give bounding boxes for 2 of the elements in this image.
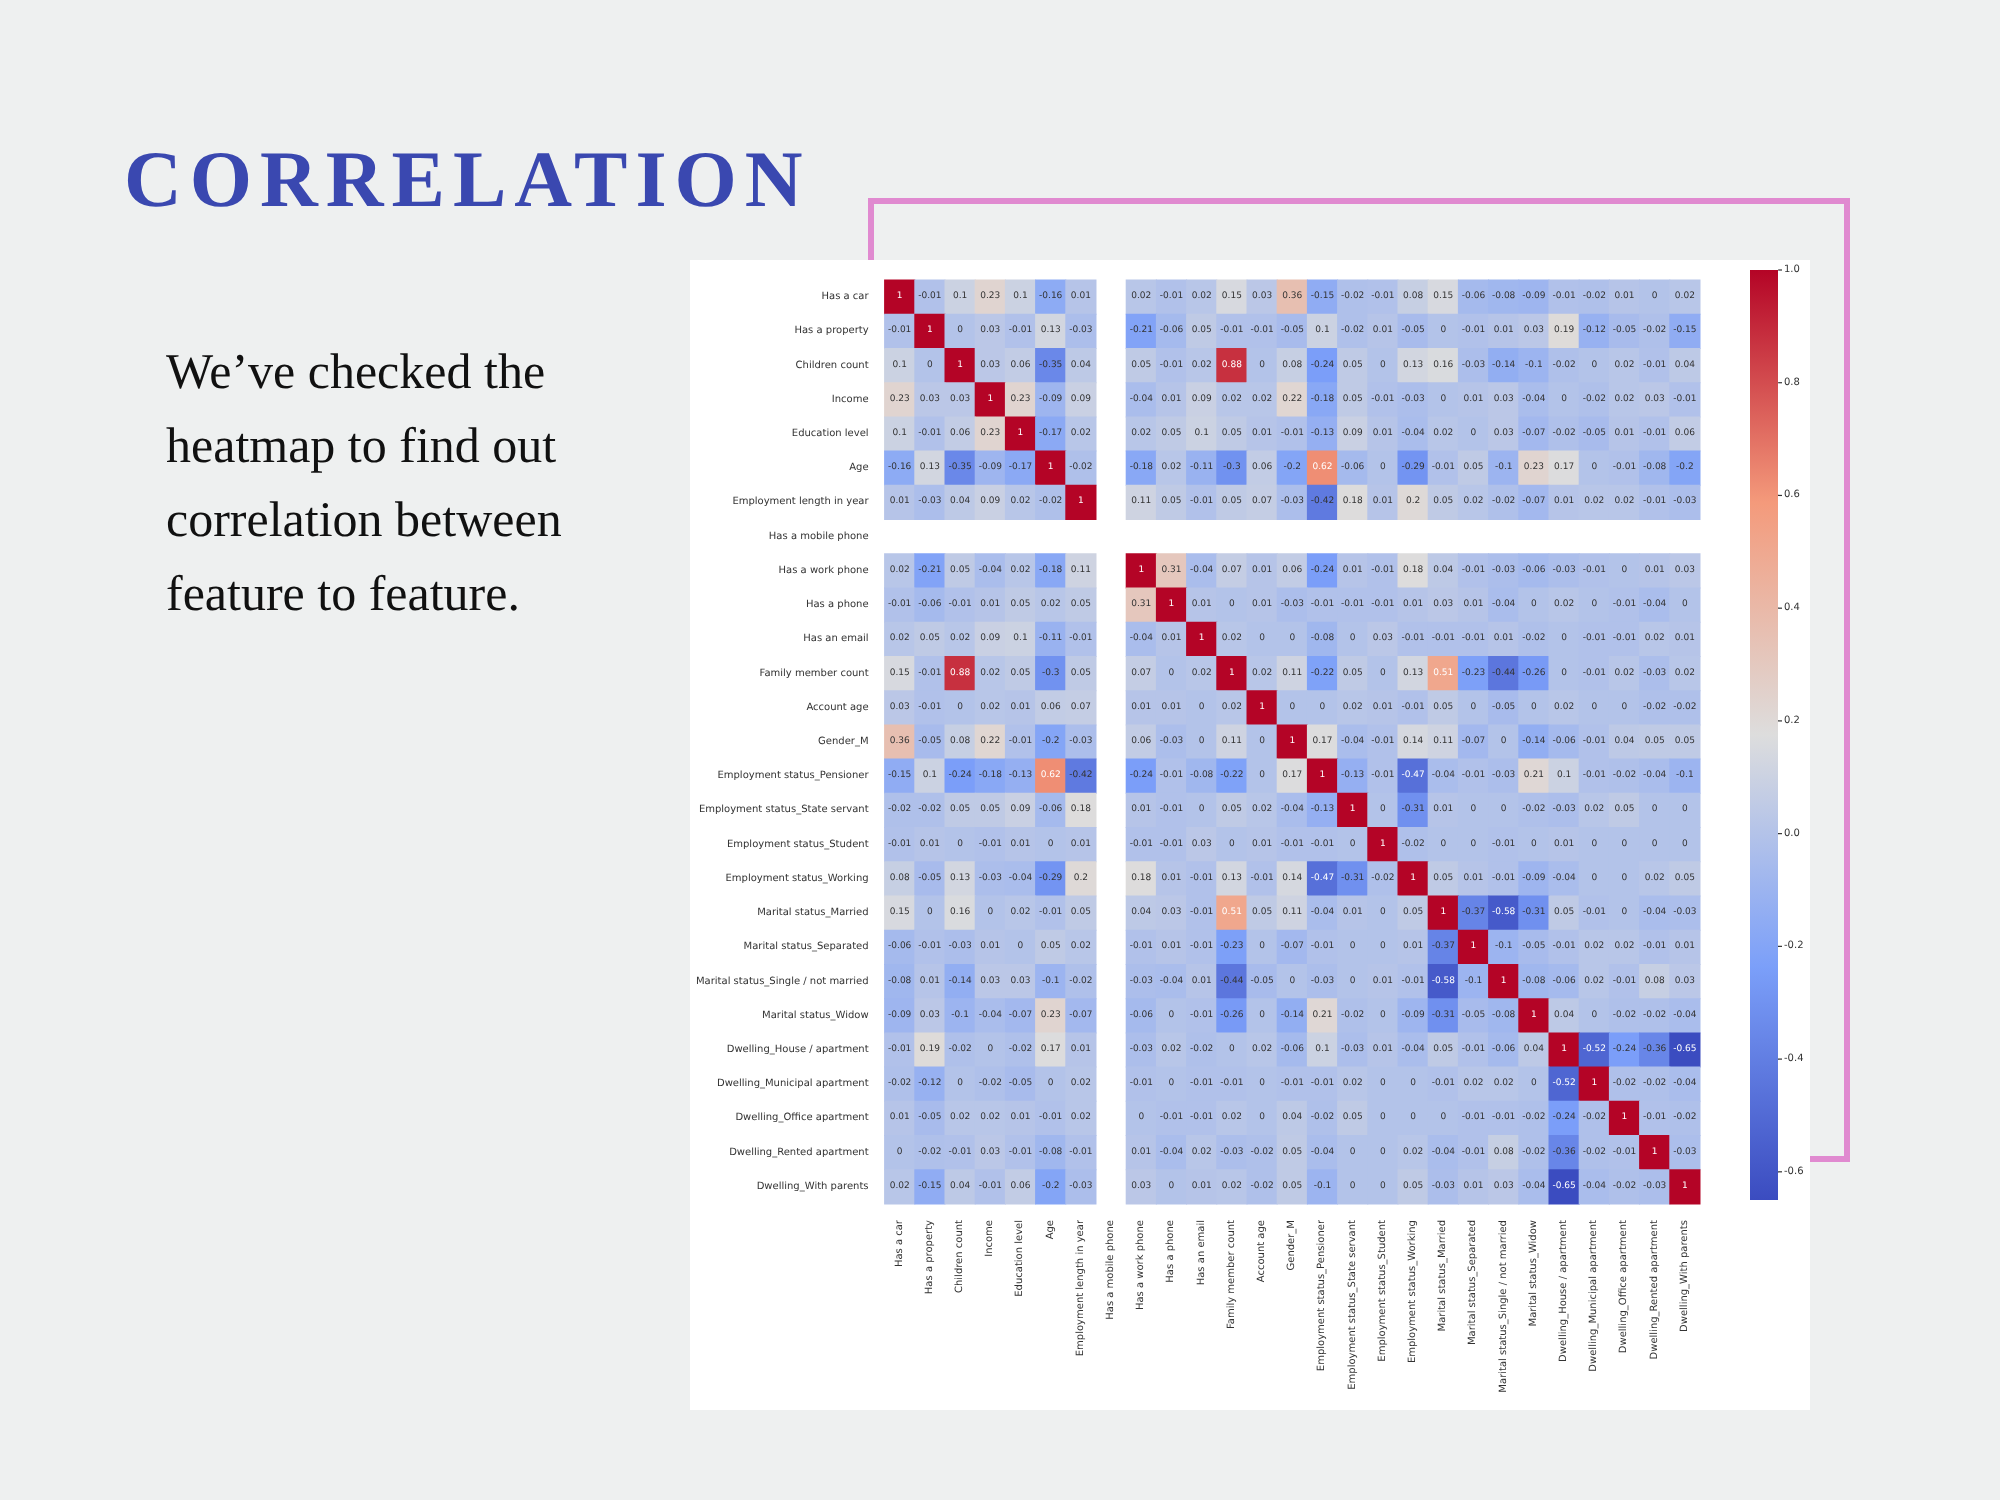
text: We’ve checked the heatmap to find out correlation between feature to feature. <box>166 344 564 626</box>
chart-title: CORRELATION <box>124 132 811 226</box>
